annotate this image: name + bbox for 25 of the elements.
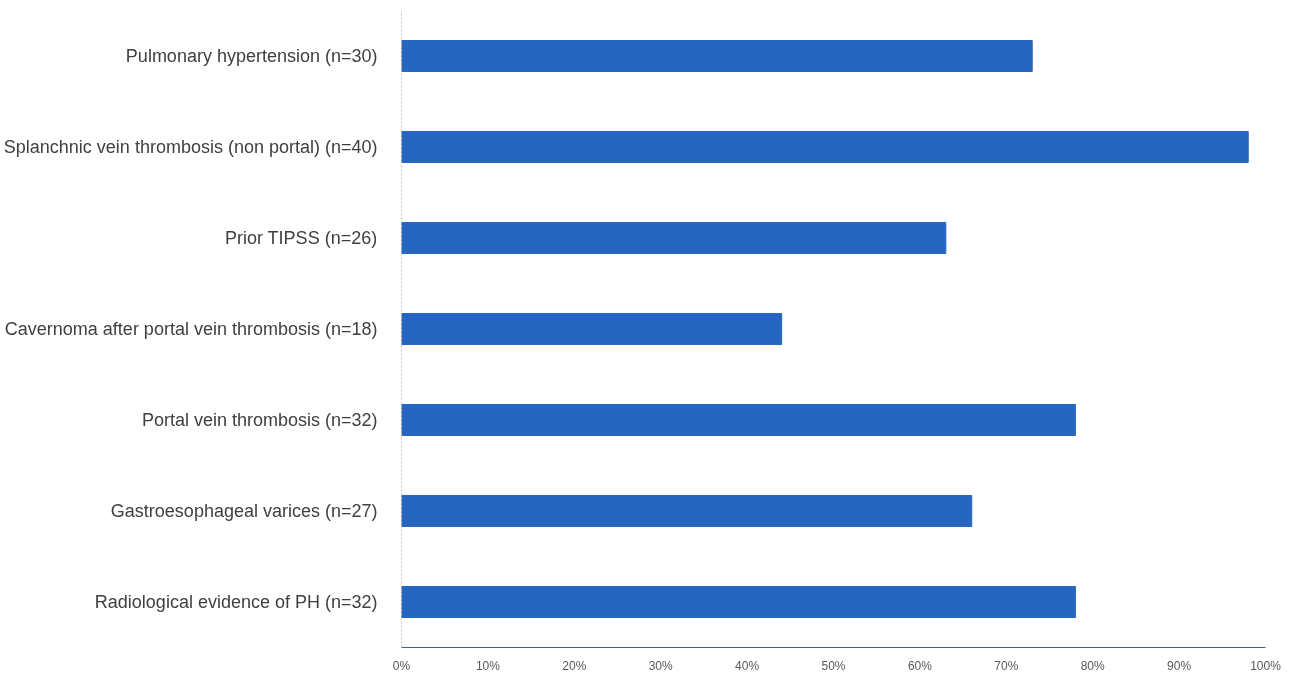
y-tick-label: Radiological evidence of PH (n=32) <box>94 592 378 612</box>
x-tick-label: 80% <box>1080 658 1106 673</box>
x-tick-label: 90% <box>1167 658 1192 673</box>
x-tick-label: 0% <box>392 658 411 673</box>
y-tick-label: Portal vein thrombosis (n=32) <box>141 410 378 430</box>
bar <box>401 40 1033 72</box>
x-tick-label: 50% <box>821 658 846 673</box>
x-tick-label: 40% <box>735 658 760 673</box>
bar <box>401 495 973 527</box>
bar <box>401 586 1076 618</box>
bar <box>401 131 1249 163</box>
y-tick-label: Pulmonary hypertension (n=30) <box>125 46 378 66</box>
x-tick-label: 60% <box>907 658 933 673</box>
y-tick-label: Cavernoma after portal vein thrombosis (n=18) <box>4 319 378 339</box>
bar <box>401 404 1076 436</box>
y-tick-label: Gastroesophageal varices (n=27) <box>110 501 378 521</box>
bar <box>401 313 783 345</box>
x-tick-label: 20% <box>562 658 587 673</box>
y-tick-label: Prior TIPSS (n=26) <box>224 228 378 248</box>
x-tick-label: 30% <box>648 658 674 673</box>
y-tick-label: Splanchnic vein thrombosis (non portal) (n=40) <box>3 137 378 157</box>
x-tick-label: 70% <box>994 658 1019 673</box>
x-tick-label: 10% <box>475 658 501 673</box>
bar <box>401 222 947 254</box>
x-tick-label: 100% <box>1250 658 1282 673</box>
